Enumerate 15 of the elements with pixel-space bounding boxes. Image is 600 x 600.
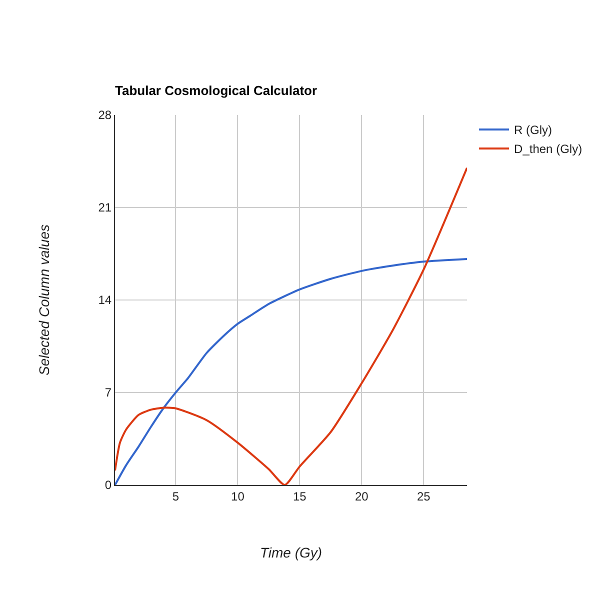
legend-label: D_then (Gly) bbox=[514, 142, 582, 156]
x-tick-label: 5 bbox=[172, 489, 180, 504]
x-tick-label: 15 bbox=[293, 489, 307, 504]
y-tick-label: 0 bbox=[104, 478, 112, 492]
legend-label: R (Gly) bbox=[514, 123, 552, 138]
y-tick-label: 21 bbox=[98, 200, 112, 215]
x-tick-label: 20 bbox=[354, 489, 369, 504]
x-tick-label: 10 bbox=[231, 489, 245, 504]
y-tick-label: 28 bbox=[98, 108, 112, 122]
y-tick-label: 14 bbox=[98, 293, 112, 308]
chart-title: Tabular Cosmological Calculator bbox=[115, 83, 318, 98]
x-tick-label: 25 bbox=[416, 489, 431, 504]
x-axis-title: Time (Gy) bbox=[260, 544, 322, 561]
y-tick-label: 7 bbox=[104, 386, 112, 400]
y-axis-title: Selected Column values bbox=[36, 224, 52, 376]
